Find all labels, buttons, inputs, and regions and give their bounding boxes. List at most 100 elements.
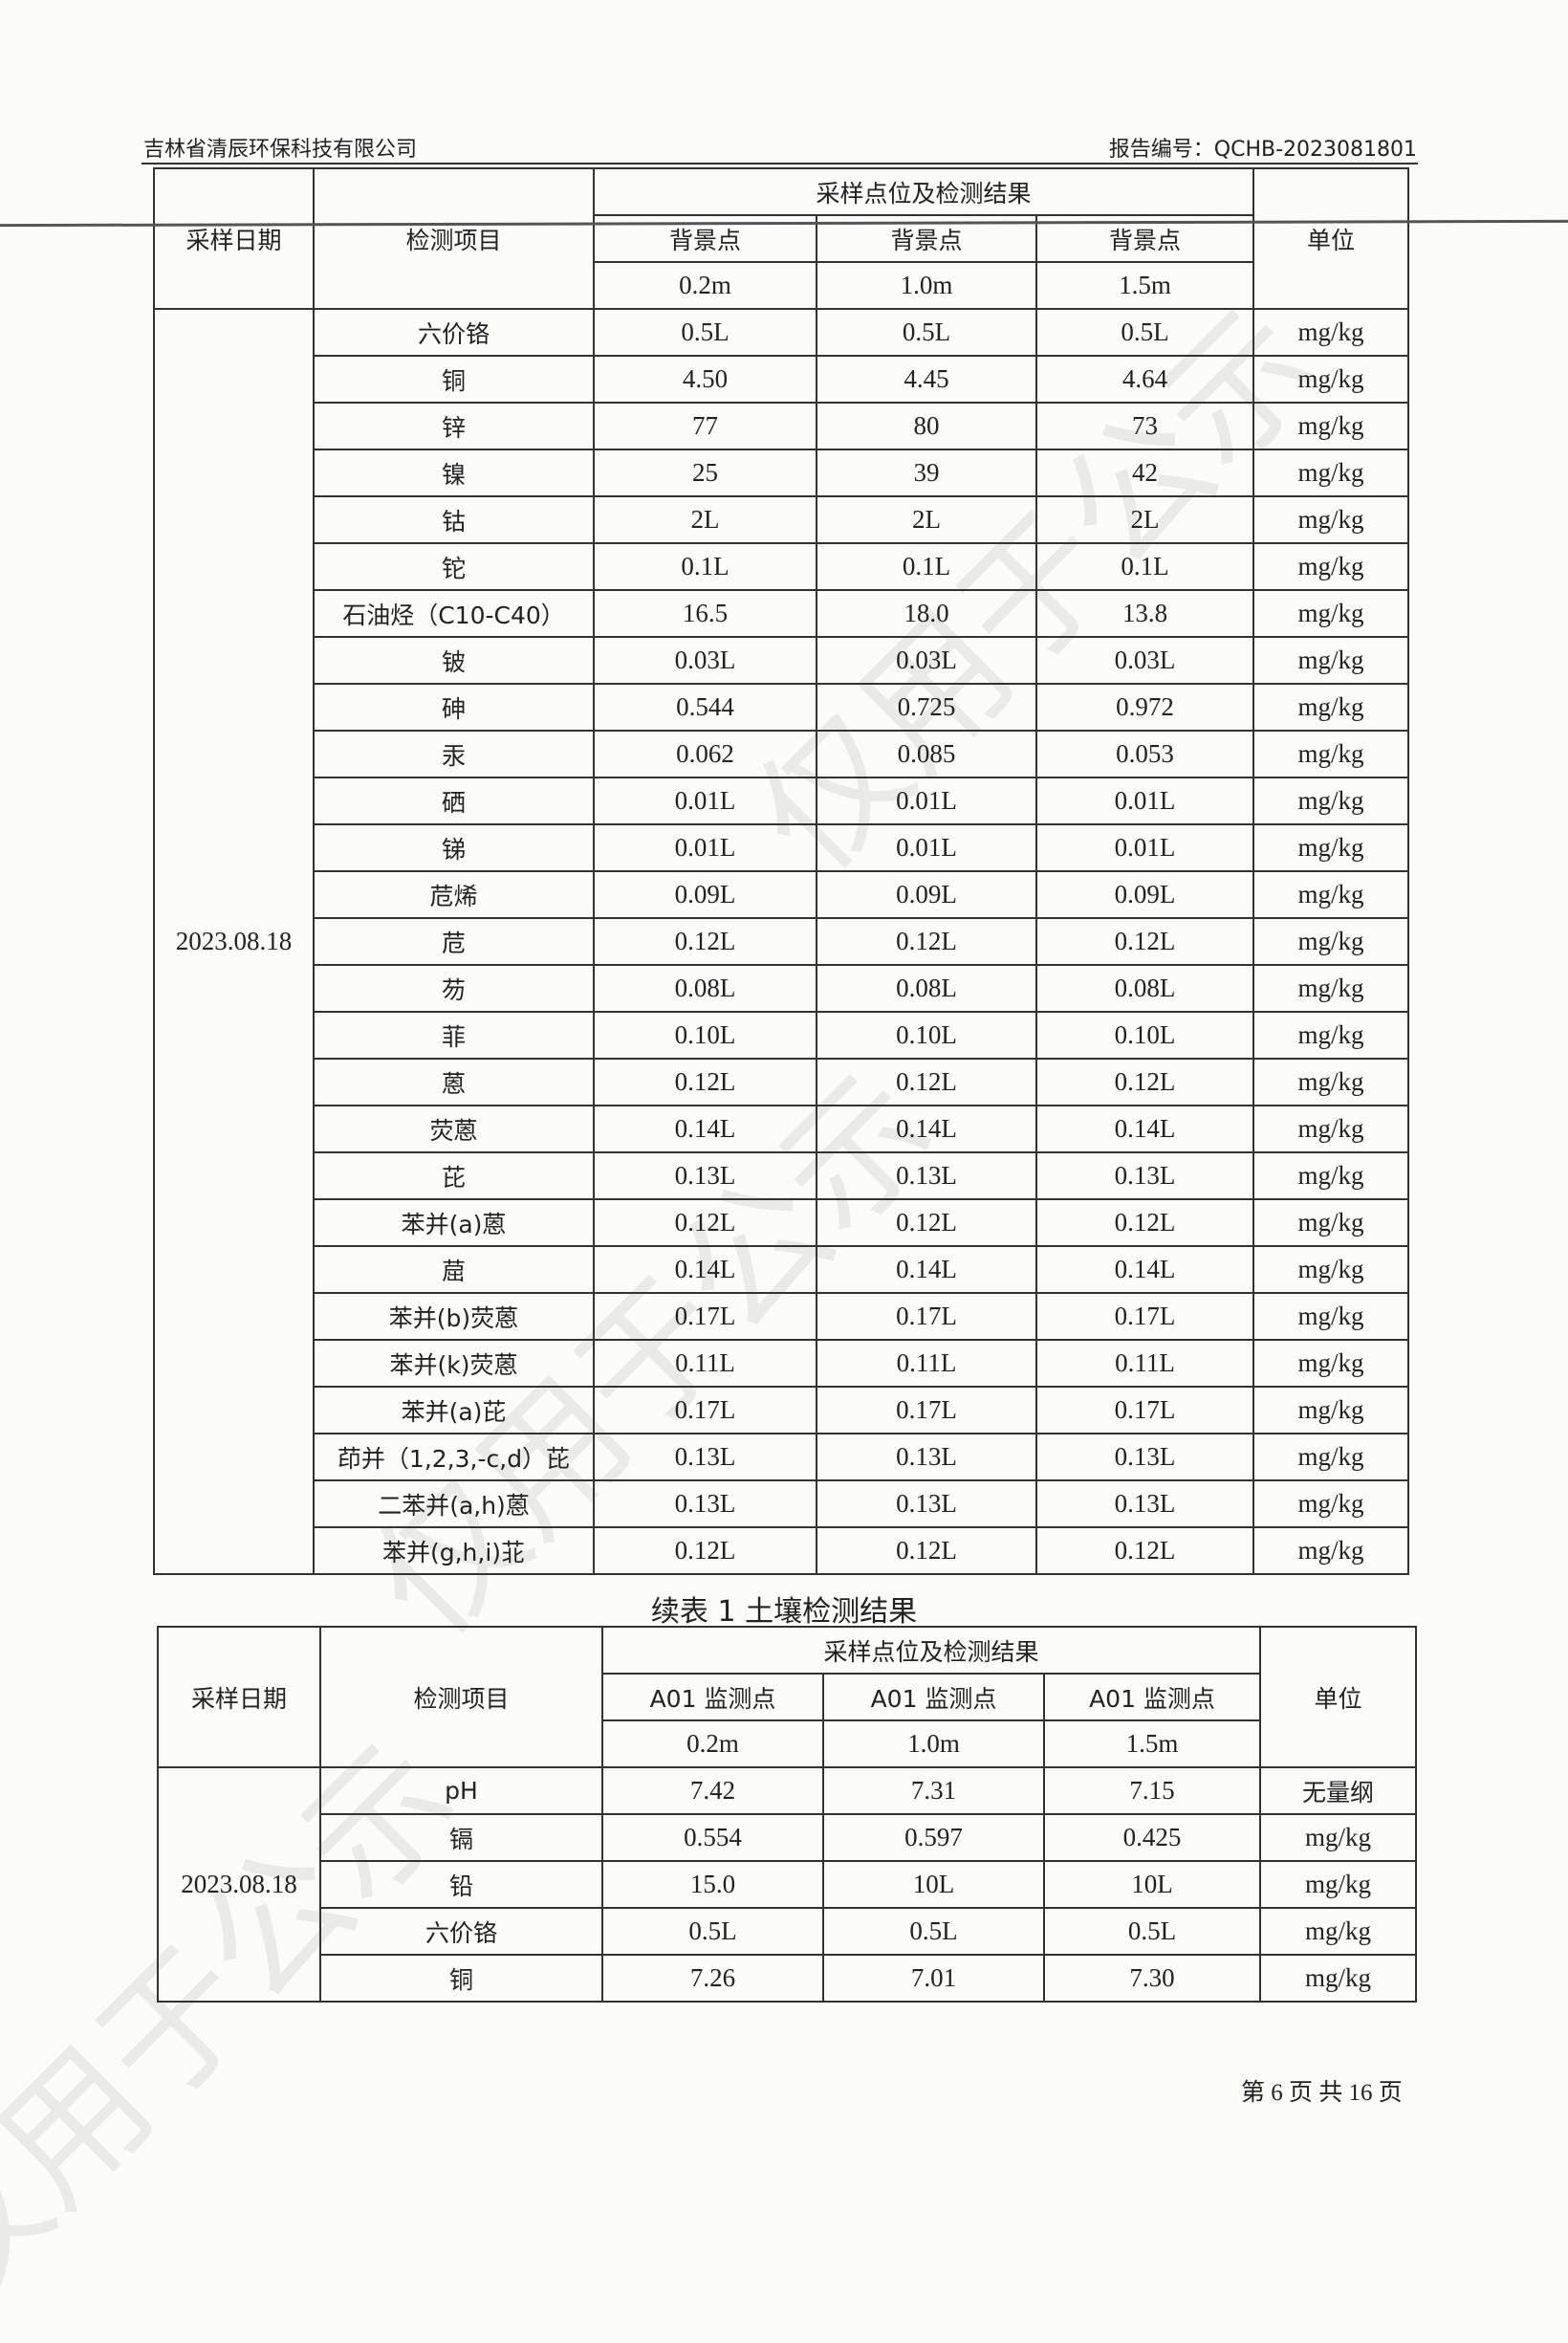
test-item: 镍 <box>313 449 595 497</box>
header-sampling-date: 采样日期 <box>157 1626 321 1768</box>
test-item: 䓛 <box>313 1245 595 1294</box>
test-item: 苊烯 <box>313 870 595 919</box>
header-point: A01 监测点 <box>822 1673 1045 1721</box>
test-item: 石油烃（C10-C40） <box>313 589 595 638</box>
test-item: 苯并(g,h,i)苝 <box>313 1526 595 1575</box>
table-row: 锑 0.01L 0.01L 0.01L mg/kg <box>154 823 1409 872</box>
test-item: 锌 <box>313 402 595 450</box>
result-value: 80 <box>816 402 1037 450</box>
result-value: 0.09L <box>1035 870 1254 919</box>
result-value: 0.14L <box>1035 1245 1254 1294</box>
result-value: 0.03L <box>816 636 1037 685</box>
table-row: 硒 0.01L 0.01L 0.01L mg/kg <box>154 777 1409 825</box>
header-point: 背景点 <box>593 214 817 263</box>
table-row: 茚并（1,2,3,-c,d）芘 0.13L 0.13L 0.13L mg/kg <box>154 1433 1409 1481</box>
result-value: 0.12L <box>593 1058 817 1106</box>
table-row: 蒽 0.12L 0.12L 0.12L mg/kg <box>154 1058 1409 1106</box>
unit: mg/kg <box>1252 1526 1409 1575</box>
header-sampling-points: 采样点位及检测结果 <box>601 1626 1261 1675</box>
result-value: 13.8 <box>1035 589 1254 638</box>
test-item: 苊 <box>313 917 595 966</box>
result-value: 0.11L <box>1035 1339 1254 1388</box>
page-number: 第 6 页 共 16 页 <box>1241 2080 1403 2106</box>
unit: mg/kg <box>1252 1198 1409 1247</box>
result-value: 0.544 <box>593 683 817 732</box>
result-value: 7.30 <box>1043 1954 1261 2003</box>
table-row: 苯并(b)荧蒽 0.17L 0.17L 0.17L mg/kg <box>154 1292 1409 1341</box>
table-row: 苊 0.12L 0.12L 0.12L mg/kg <box>154 917 1409 966</box>
result-value: 0.5L <box>1035 308 1254 357</box>
header-row: 0.2m 1.0m 1.5m <box>154 261 1408 310</box>
unit: mg/kg <box>1259 1860 1417 1909</box>
test-item: 汞 <box>313 730 595 778</box>
result-value: 0.09L <box>816 870 1037 919</box>
table-row: 芘 0.13L 0.13L 0.13L mg/kg <box>154 1151 1409 1200</box>
result-value: 0.12L <box>816 1058 1037 1106</box>
header-row: A01 监测点 A01 监测点 A01 监测点 <box>158 1673 1416 1721</box>
unit: mg/kg <box>1252 636 1409 685</box>
result-value: 0.03L <box>593 636 817 685</box>
header-depth: 1.0m <box>816 261 1037 310</box>
result-value: 0.12L <box>1035 917 1254 966</box>
header-depth: 1.5m <box>1035 261 1254 310</box>
header-row: 采样日期 检测项目 采样点位及检测结果 单位 <box>153 167 1409 310</box>
result-value: 0.085 <box>816 730 1037 778</box>
result-value: 0.10L <box>593 1011 817 1060</box>
test-item: 芴 <box>313 964 595 1013</box>
header-sampling-points: 采样点位及检测结果 <box>593 167 1254 216</box>
result-value: 2L <box>593 495 817 544</box>
unit: mg/kg <box>1259 1954 1417 2003</box>
result-value: 7.42 <box>601 1766 824 1815</box>
unit: mg/kg <box>1252 777 1409 825</box>
header-row: 0.2m 1.0m 1.5m <box>158 1719 1416 1768</box>
result-value: 0.5L <box>601 1907 824 1956</box>
table-row: 钴 2L 2L 2L mg/kg <box>154 495 1409 544</box>
table-row: 苯并(a)蒽 0.12L 0.12L 0.12L mg/kg <box>154 1198 1409 1247</box>
test-item: 砷 <box>313 683 595 732</box>
test-item: 荧蒽 <box>313 1105 595 1153</box>
result-value: 77 <box>593 402 817 450</box>
result-value: 0.01L <box>816 777 1037 825</box>
unit: mg/kg <box>1252 823 1409 872</box>
test-item: pH <box>319 1766 603 1815</box>
result-value: 4.45 <box>816 355 1037 404</box>
table-row: 铅 15.0 10L 10L mg/kg <box>158 1860 1417 1909</box>
results-table-1: 采样日期 检测项目 采样点位及检测结果 单位 背景点 背景点 背景点 0.2m 1.0m 1.5m… <box>153 167 1409 1575</box>
unit: mg/kg <box>1252 730 1409 778</box>
result-value: 7.26 <box>601 1954 824 2003</box>
header-depth: 1.5m <box>1043 1719 1261 1768</box>
test-item: 锑 <box>313 823 595 872</box>
result-value: 0.5L <box>822 1907 1045 1956</box>
test-item: 铜 <box>319 1954 603 2003</box>
unit: mg/kg <box>1252 1011 1409 1060</box>
unit: mg/kg <box>1252 870 1409 919</box>
test-item: 蒽 <box>313 1058 595 1106</box>
test-item: 六价铬 <box>313 308 595 357</box>
test-item: 苯并(k)荧蒽 <box>313 1339 595 1388</box>
header-point: 背景点 <box>816 214 1037 263</box>
test-item: 苯并(b)荧蒽 <box>313 1292 595 1341</box>
test-item: 苯并(a)蒽 <box>313 1198 595 1247</box>
result-value: 0.1L <box>1035 542 1254 591</box>
header-depth: 0.2m <box>593 261 817 310</box>
header-depth: 0.2m <box>601 1719 824 1768</box>
test-item: 二苯并(a,h)蒽 <box>313 1479 595 1528</box>
header-test-item: 检测项目 <box>319 1626 603 1768</box>
result-value: 0.14L <box>593 1105 817 1153</box>
header-row: 采样日期 检测项目 采样点位及检测结果 单位 <box>157 1626 1417 1768</box>
result-value: 0.13L <box>593 1479 817 1528</box>
test-item: 芘 <box>313 1151 595 1200</box>
result-value: 0.09L <box>593 870 817 919</box>
header-point: 背景点 <box>1035 214 1254 263</box>
result-value: 0.12L <box>1035 1198 1254 1247</box>
table-row: 2023.08.18 pH 7.42 7.31 7.15 无量纲 <box>157 1766 1417 2003</box>
unit: mg/kg <box>1252 683 1409 732</box>
unit: mg/kg <box>1252 402 1409 450</box>
unit: mg/kg <box>1259 1813 1417 1862</box>
table-row: 苊烯 0.09L 0.09L 0.09L mg/kg <box>154 870 1409 919</box>
result-value: 0.14L <box>593 1245 817 1294</box>
table-row: 苯并(a)芘 0.17L 0.17L 0.17L mg/kg <box>154 1386 1409 1434</box>
unit: mg/kg <box>1252 308 1409 357</box>
result-value: 0.13L <box>1035 1479 1254 1528</box>
unit: mg/kg <box>1252 542 1409 591</box>
